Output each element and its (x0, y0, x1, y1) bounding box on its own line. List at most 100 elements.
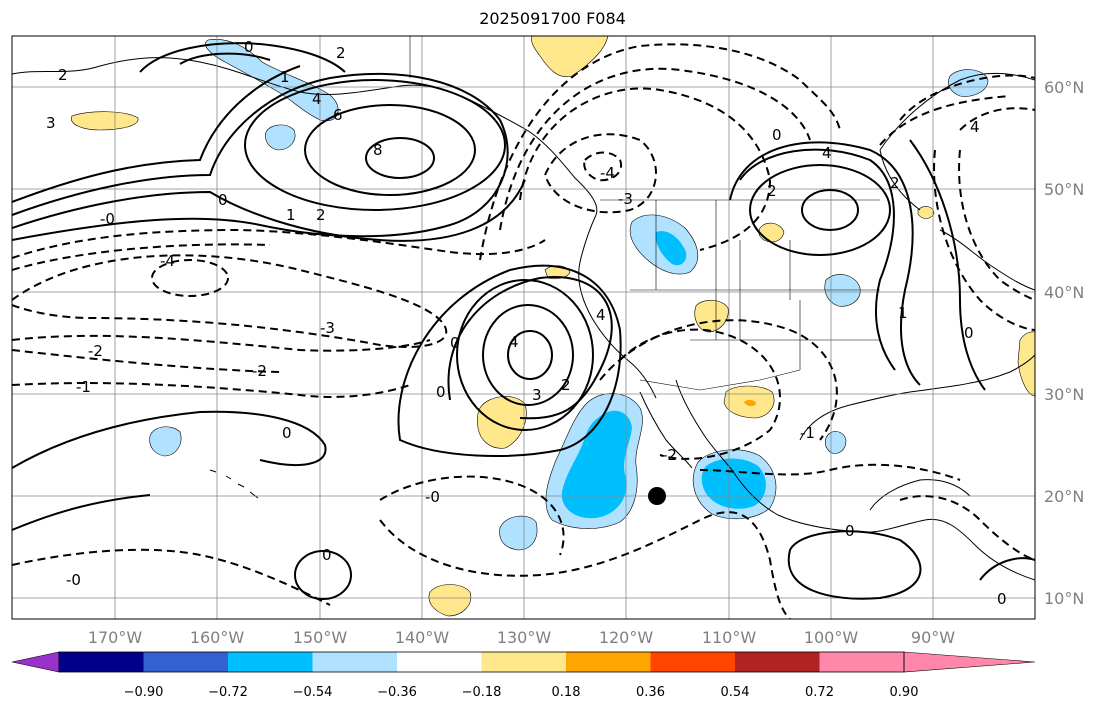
contour-low-mexico-2 (619, 328, 781, 460)
colorbar-tick-label: 0.36 (636, 685, 665, 700)
contour-label: 0 (322, 546, 332, 564)
colorbar-segment (312, 652, 397, 672)
shade-yellow-great-lakes (917, 206, 935, 219)
coastline-east (939, 229, 1035, 291)
coastline-west-coast (578, 214, 657, 399)
contour-label: 1 (898, 304, 908, 322)
lon-tick-label: 140°W (395, 628, 450, 647)
contour-label: 4 (312, 90, 322, 108)
contour-label: 4 (970, 118, 980, 136)
contour-label: -0 (66, 571, 81, 589)
longitude-axis: 170°W 160°W 150°W 140°W 130°W 120°W 110°… (88, 628, 955, 647)
contour-low-hudson-1 (879, 95, 1011, 146)
contour-label: -0 (100, 210, 115, 228)
colorbar-tick-label: 0.54 (721, 685, 750, 700)
colorbar-extend-low (11, 651, 60, 673)
lat-tick-label: 30°N (1044, 385, 1084, 404)
shade-blue-hawaii (149, 426, 182, 457)
colorbar-tick-label: 0.72 (805, 685, 834, 700)
shade-orange-mexico (744, 399, 756, 407)
colorbar-tick-label: −0.72 (208, 685, 248, 700)
colorbar: −0.90 −0.72 −0.54 −0.36 −0.18 0.18 0.36 … (11, 651, 1036, 700)
shading-layer (71, 36, 1035, 617)
colorbar-segment (566, 652, 651, 672)
lat-tick-label: 60°N (1044, 78, 1084, 97)
contour-low-pacific-3 (12, 254, 448, 348)
contour-high-gulf-6 (304, 104, 476, 196)
contour-label: 1 (286, 206, 296, 224)
contour-label: 4 (596, 306, 606, 324)
shade-yellow-arctic (531, 36, 609, 78)
lon-tick-label: 110°W (702, 628, 757, 647)
contour-low-carib (899, 495, 1035, 561)
shade-blue-hudson (948, 69, 989, 97)
contour-label: 0 (450, 334, 460, 352)
shade-blue-gulfcoast (824, 431, 847, 454)
contour-low-west-2 (519, 87, 772, 251)
map-title: 2025091700 F084 (479, 9, 626, 28)
contour-label: 2 (767, 182, 777, 200)
contour-high-gulf-1 (12, 179, 526, 242)
colorbar-segment (397, 652, 482, 672)
contour-low-hudson-0 (899, 74, 1035, 121)
lat-tick-label: 40°N (1044, 283, 1084, 302)
contour-label: -2 (252, 362, 267, 380)
contour-label: 0 (282, 424, 292, 442)
colorbar-tick-label: 0.90 (890, 685, 919, 700)
lon-tick-label: 100°W (804, 628, 859, 647)
contour-high-plains-4 (801, 189, 859, 231)
contour-zero-centam (787, 530, 922, 600)
contour-label: 0 (436, 383, 446, 401)
shade-blue-plains (824, 274, 861, 307)
contour-zero-pacific (12, 410, 327, 469)
contour-high-gulf-8 (365, 137, 435, 179)
contour-high-coast-4 (507, 330, 553, 380)
contour-high-plains-3 (749, 164, 891, 256)
contour-label: 2 (316, 206, 326, 224)
contour-low-bc-4 (583, 151, 623, 182)
contour-label: 6 (333, 106, 343, 124)
map-plot-area: 0 1 4 6 8 2 2 3 0 1 2 -0 -4 -3 -2 -2 -1 … (12, 36, 1035, 619)
contour-high-coast-2 (456, 279, 594, 431)
contour-zero-small (294, 550, 352, 600)
contour-label: 0 (964, 324, 974, 342)
contour-high-gulf-4 (244, 79, 506, 211)
shade-yellow-florida (1017, 331, 1035, 397)
contour-label: 4 (822, 144, 832, 162)
contour-label: 2 (561, 376, 571, 394)
coastline-baja (639, 379, 733, 471)
colorbar-tick-label: −0.54 (293, 685, 333, 700)
shade-yellow-coast (477, 396, 527, 449)
lat-tick-label: 10°N (1044, 589, 1084, 608)
lon-tick-label: 150°W (293, 628, 348, 647)
colorbar-segment (59, 652, 144, 672)
shade-yellow-tropics (428, 584, 472, 617)
coastline-mexico-pacific (731, 469, 1035, 581)
coastline-hawaii (209, 469, 259, 499)
map-frame (11, 35, 1036, 620)
colorbar-extend-high (903, 651, 1036, 673)
contour-label: 0 (845, 522, 855, 540)
contour-label: 2 (890, 174, 900, 192)
colorbar-segment (819, 652, 904, 672)
contour-high-coast-1 (447, 276, 613, 420)
colorbar-segment (143, 652, 228, 672)
contour-high-gulf-0 (12, 65, 301, 203)
contour-low-tropics-1 (699, 463, 961, 481)
contour-low-deep-south (12, 548, 331, 606)
contour-aleutian-low (139, 42, 346, 73)
coastline-alaska (12, 57, 598, 216)
contour-label: 1 (280, 68, 290, 86)
shade-blue-gulf (265, 124, 296, 151)
contour-label: -1 (76, 378, 91, 396)
contour-label: 4 (509, 333, 519, 351)
contour-label: -1 (800, 424, 815, 442)
contour-zero-south (12, 494, 151, 531)
contour-label: -3 (320, 319, 335, 337)
contour-low-mexico-1 (599, 319, 838, 441)
contour-low-west-1 (499, 67, 811, 231)
storm-center-marker (648, 487, 666, 505)
coastline-yucatan (869, 479, 971, 511)
colorbar-outline (58, 651, 905, 673)
